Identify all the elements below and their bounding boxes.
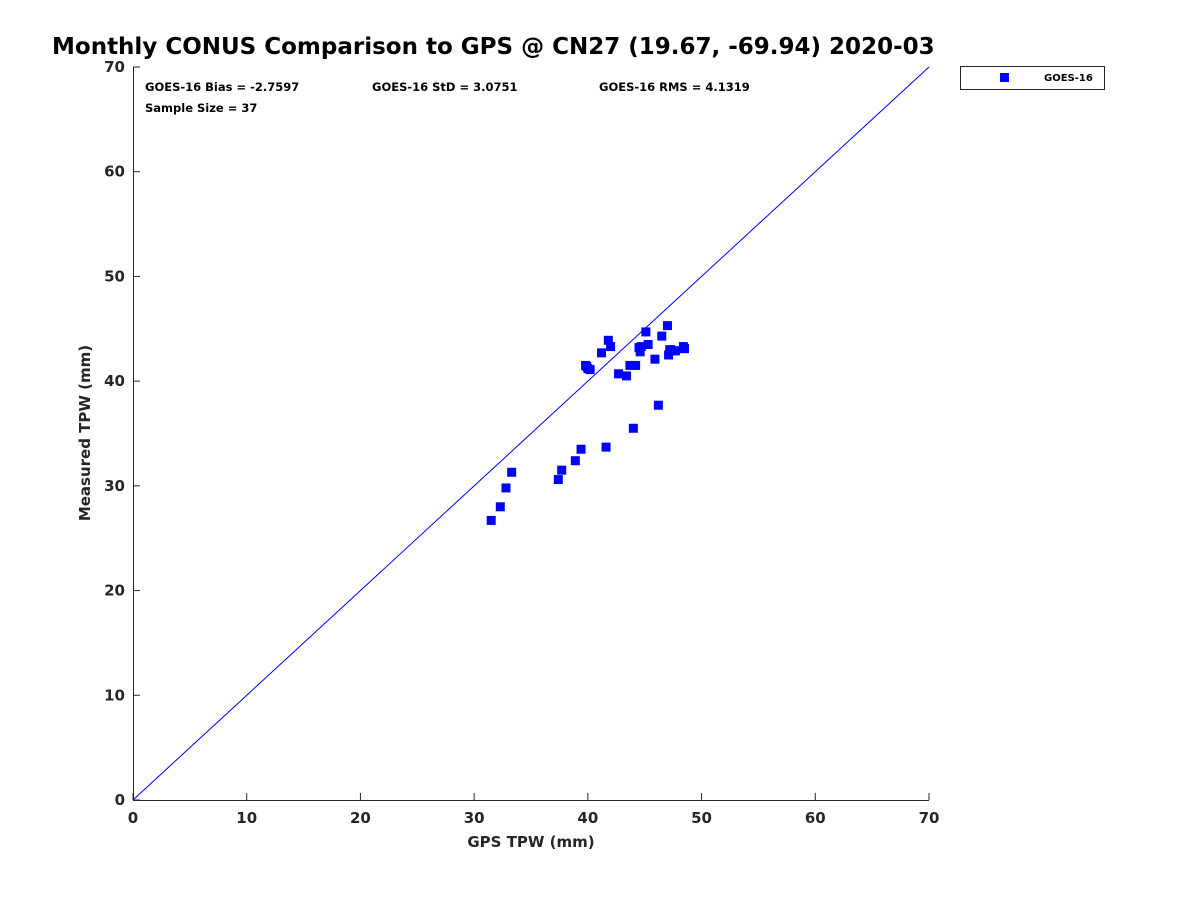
- data-point: [631, 360, 641, 370]
- data-point: [680, 344, 690, 354]
- x-tick-label: 50: [691, 809, 712, 827]
- data-point: [662, 321, 672, 331]
- data-point: [669, 346, 679, 356]
- x-tick-label: 20: [350, 809, 371, 827]
- y-tick-label: 30: [104, 477, 125, 495]
- data-point: [625, 360, 635, 370]
- data-point: [628, 423, 638, 433]
- data-point: [653, 400, 663, 410]
- y-axis-label: Measured TPW (mm): [76, 345, 94, 521]
- data-point: [643, 339, 653, 349]
- x-tick-label: 60: [805, 809, 826, 827]
- y-tick-label: 10: [104, 686, 125, 704]
- one-to-one-line: [132, 66, 930, 801]
- data-point: [601, 442, 611, 452]
- legend-label: GOES-16: [1044, 73, 1093, 84]
- data-points: [486, 321, 690, 525]
- data-point: [495, 502, 505, 512]
- chart-title: Monthly CONUS Comparison to GPS @ CN27 (…: [52, 34, 935, 60]
- stat-std: GOES-16 StD = 3.0751: [372, 80, 517, 94]
- data-point: [636, 342, 646, 352]
- data-point: [603, 335, 613, 345]
- stat-bias: GOES-16 Bias = -2.7597: [145, 80, 299, 94]
- data-point: [664, 350, 674, 360]
- stat-rms: GOES-16 RMS = 4.1319: [599, 80, 750, 94]
- x-tick-label: 70: [919, 809, 940, 827]
- data-point: [582, 361, 592, 371]
- data-point: [501, 483, 511, 493]
- y-tick-label: 40: [104, 372, 125, 390]
- data-point: [486, 515, 496, 525]
- y-tick-label: 0: [115, 791, 125, 809]
- x-tick-label: 10: [236, 809, 257, 827]
- data-point: [606, 342, 616, 352]
- legend-box: [960, 66, 1105, 90]
- data-point: [597, 348, 607, 358]
- y-tick-label: 50: [104, 267, 125, 285]
- data-point: [553, 475, 563, 485]
- legend: GOES-16: [960, 66, 1105, 90]
- y-tick-label: 60: [104, 163, 125, 181]
- stat-sample-size: Sample Size = 37: [145, 101, 257, 115]
- data-point: [557, 465, 567, 475]
- data-point: [641, 327, 651, 337]
- y-tick-label: 20: [104, 582, 125, 600]
- x-tick-label: 40: [577, 809, 598, 827]
- legend-marker: [1000, 73, 1009, 82]
- data-point: [657, 331, 667, 341]
- data-point: [576, 444, 586, 454]
- data-point: [635, 347, 645, 357]
- data-point: [570, 456, 580, 466]
- data-point: [507, 467, 517, 477]
- data-point: [622, 371, 632, 381]
- data-point: [614, 369, 624, 379]
- x-axis-label: GPS TPW (mm): [467, 833, 594, 851]
- x-tick-label: 30: [464, 809, 485, 827]
- y-tick-label: 70: [104, 58, 125, 76]
- x-tick-label: 0: [128, 809, 138, 827]
- data-point: [650, 354, 660, 364]
